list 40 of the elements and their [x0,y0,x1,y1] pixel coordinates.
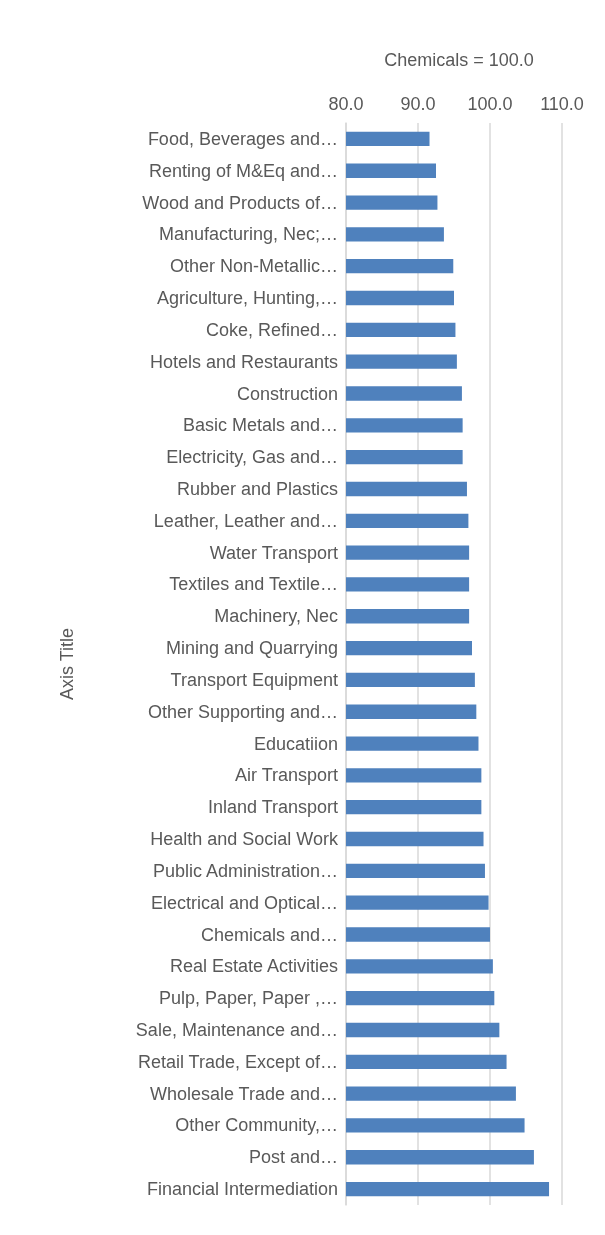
y-tick-label: Basic Metals and… [182,415,338,436]
y-tick-label: Renting of M&Eq and… [148,160,338,181]
y-tick-label: Sale, Maintenance and… [135,1019,338,1040]
y-tick-label: Coke, Refined… [205,319,338,340]
y-tick-label: Other Non-Metallic… [169,256,338,277]
y-tick-label: Financial Intermediation [146,1179,338,1200]
y-tick-label: Public Administration… [152,860,338,881]
y-tick-label: Mining and Quarrying [165,638,338,659]
y-tick-label: Manufacturing, Nec;… [158,224,338,245]
y-tick-label: Electrical and Optical… [150,892,338,913]
y-tick-label: Health and Social Work [150,829,339,850]
x-tick-label: 100.0 [467,94,513,114]
chart-title: Chemicals = 100.0 [384,50,534,70]
y-tick-label: Food, Beverages and… [147,128,338,149]
y-tick-label: Rubber and Plastics [176,478,338,499]
y-tick-label: Hotels and Restaurants [149,351,338,372]
y-tick-label: Real Estate Activities [169,956,338,977]
x-tick-label: 90.0 [400,94,436,114]
y-tick-label: Textiles and Textile… [169,574,338,595]
y-tick-label: Chemicals and… [200,924,338,945]
y-axis-title: Axis Title [57,627,77,701]
y-tick-label: Educatiion [253,733,338,754]
y-tick-label: Transport Equipment [170,669,338,690]
y-tick-label: Water Transport [209,542,338,563]
y-tick-label: Leather, Leather and… [153,510,338,531]
y-tick-label: Pulp, Paper, Paper ,… [158,988,338,1009]
y-tick-label: Electricity, Gas and… [166,447,338,468]
y-tick-label: Wholesale Trade and… [149,1083,338,1104]
y-tick-label: Retail Trade, Except of… [137,1051,338,1072]
y-tick-label: Machinery, Nec [214,606,338,627]
y-tick-label: Inland Transport [207,797,338,818]
y-tick-label: Wood and Products of… [142,192,338,213]
y-tick-label: Air Transport [234,765,338,786]
x-tick-label: 80.0 [328,94,364,114]
y-tick-label: Other Community,… [175,1115,338,1136]
y-tick-label: Other Supporting and… [147,701,338,722]
x-tick-label: 110.0 [540,94,584,114]
y-tick-label: Post and… [248,1147,338,1168]
y-tick-label: Construction [236,383,338,404]
y-tick-label: Agriculture, Hunting,… [156,288,338,309]
